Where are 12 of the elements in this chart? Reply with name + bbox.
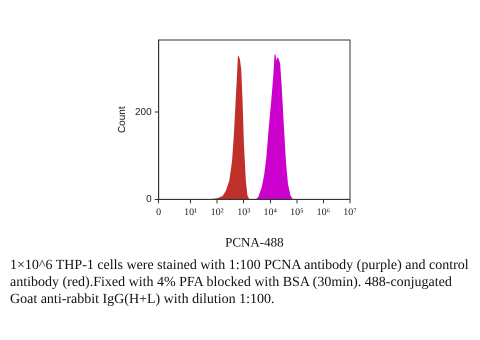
x-tick-label: 10⁶ (316, 207, 331, 218)
y-tick-label: 200 (134, 106, 152, 118)
x-tick-label: 10⁵ (290, 207, 304, 218)
x-tick-label: 10⁷ (343, 207, 358, 218)
x-tick-label: 10⁴ (264, 207, 278, 218)
x-tick-label: 0 (156, 207, 162, 218)
text: 1×10^6 THP-1 cells were stained with 1:100 PCNA antibody (purple) and control antibody (red).Fixed with 4% PFA blocked with BSA (30min). 488-conjugated Goat anti-rabbit IgG(H+L) with dilution 1:100. (10, 257, 470, 308)
x-axis-title: PCNA-488 (225, 234, 284, 250)
x-tick-label: 10² (210, 207, 224, 218)
y-axis-title: Count (116, 106, 128, 134)
x-tick-label: 10¹ (184, 207, 198, 218)
x-tick-label: 10³ (237, 207, 250, 218)
